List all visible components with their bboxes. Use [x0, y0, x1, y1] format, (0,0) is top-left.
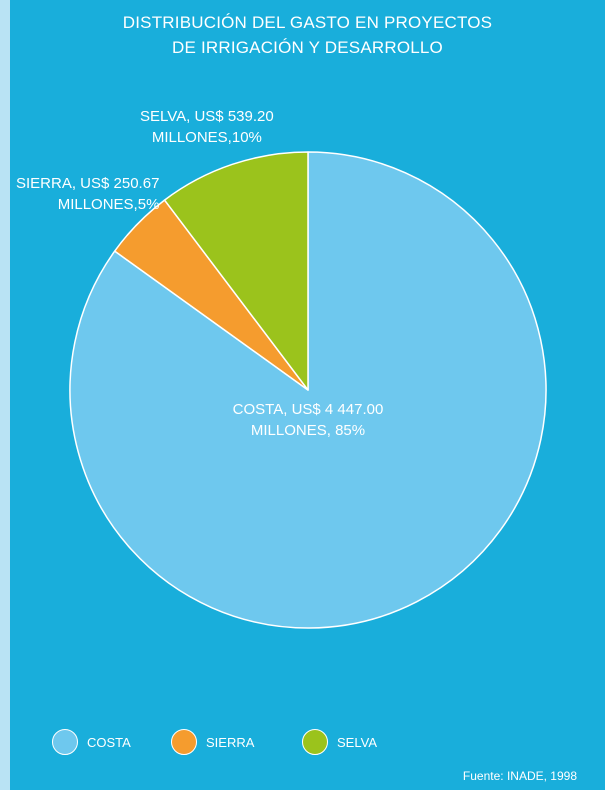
chart-title: DISTRIBUCIÓN DEL GASTO EN PROYECTOS DE I… — [10, 10, 605, 60]
chart-title-line-1: DISTRIBUCIÓN DEL GASTO EN PROYECTOS — [122, 13, 493, 32]
legend-item-sierra: SIERRA — [171, 729, 254, 755]
slice-label-selva-line-2: MILLONES,10% — [151, 129, 262, 146]
legend-label-costa: COSTA — [87, 734, 131, 750]
slice-label-selva-line-1: SELVA, US$ 539.20 — [140, 108, 274, 125]
legend-label-selva: SELVA — [337, 734, 377, 750]
legend-swatch-costa — [52, 729, 78, 755]
slice-label-selva: SELVA, US$ 539.20 MILLONES,10% — [140, 106, 274, 148]
slice-label-sierra-line-2: MILLONES,5% — [57, 196, 160, 213]
legend-item-costa: COSTA — [52, 729, 131, 755]
legend-swatch-sierra — [171, 729, 197, 755]
slice-label-costa: COSTA, US$ 4 447.00 MILLONES, 85% — [208, 399, 408, 441]
left-edge-strip — [0, 0, 10, 790]
slice-label-sierra: SIERRA, US$ 250.67 MILLONES,5% — [16, 173, 159, 215]
source-note: Fuente: INADE, 1998 — [462, 769, 577, 783]
slice-label-sierra-line-1: SIERRA, US$ 250.67 — [16, 175, 160, 192]
legend-item-selva: SELVA — [302, 729, 377, 755]
chart-title-line-2: DE IRRIGACIÓN Y DESARROLLO — [172, 38, 443, 57]
legend-swatch-selva — [302, 729, 328, 755]
slice-label-costa-line-1: COSTA, US$ 4 447.00 — [232, 401, 384, 418]
legend-label-sierra: SIERRA — [206, 734, 255, 750]
slice-label-costa-line-2: MILLONES, 85% — [250, 422, 366, 439]
pie-slice-selva — [163, 151, 309, 391]
